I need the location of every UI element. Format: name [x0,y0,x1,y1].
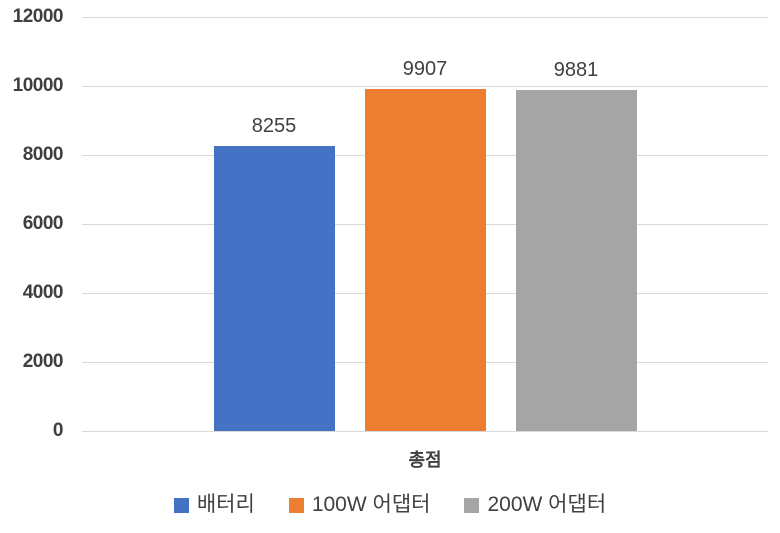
legend-label: 200W 어댑터 [487,493,607,516]
y-axis-tick-label: 2000 [22,351,64,372]
y-axis-tick-label: 4000 [22,282,64,303]
bar-data-label: 9881 [553,59,599,82]
legend-swatch-icon [288,497,304,513]
legend-swatch-icon [464,497,480,513]
gridline [82,431,768,432]
bar-3 [515,90,637,431]
y-axis-tick-label: 10000 [12,75,64,96]
gridline [82,86,768,87]
legend-item-1: 배터리 [173,492,255,518]
legend-item-3: 200W 어댑터 [464,492,606,518]
legend-swatch-icon [173,497,189,513]
bar-1 [213,146,335,431]
plot-area: 8255 9907 9881 [82,17,768,432]
y-axis-tick-label: 0 [52,420,64,441]
legend-item-2: 100W 어댑터 [288,492,431,518]
x-axis-category-label: 총점 [408,450,442,470]
bar-data-label: 9907 [402,58,448,81]
y-axis-tick-label: 8000 [22,144,64,165]
y-axis-tick-label: 12000 [12,6,64,27]
bar-data-label: 8255 [251,115,297,138]
bar-2 [364,89,486,431]
gridline [82,17,768,18]
legend-label: 100W 어댑터 [311,493,431,516]
legend-label: 배터리 [196,493,255,516]
legend: 배터리 100W 어댑터 200W 어댑터 [0,492,780,518]
y-axis-tick-label: 6000 [22,213,64,234]
